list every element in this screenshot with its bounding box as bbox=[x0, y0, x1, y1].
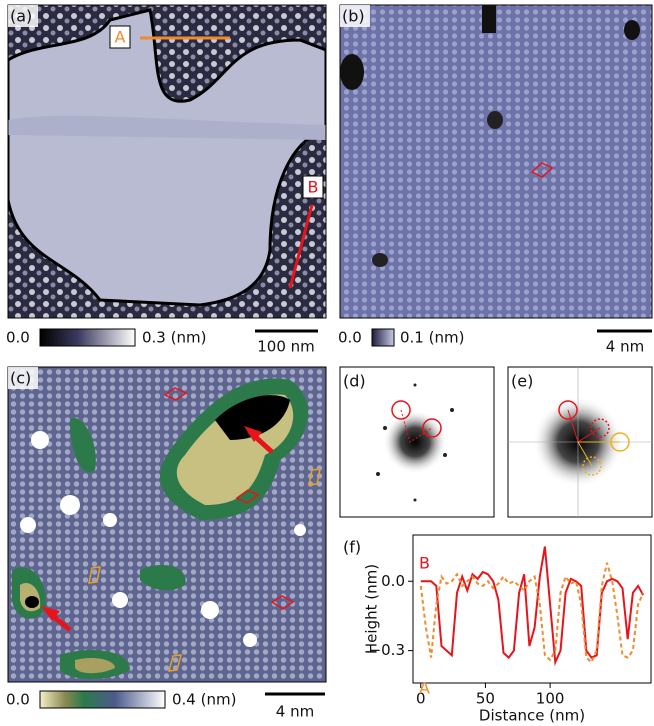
x-tick-label: 50 bbox=[476, 690, 495, 708]
image-c bbox=[8, 367, 326, 682]
x-axis-label: Distance (nm) bbox=[479, 707, 585, 725]
line-label: A bbox=[115, 28, 126, 47]
line-label: B bbox=[308, 178, 319, 197]
x-tick-label: 0 bbox=[416, 690, 426, 708]
series-line bbox=[420, 546, 645, 667]
colorbar-max: 0.4 (nm) bbox=[172, 691, 236, 709]
x-tick-label: 100 bbox=[536, 690, 565, 708]
colorbar-max: 0.1 (nm) bbox=[400, 329, 464, 347]
series-line bbox=[419, 562, 645, 664]
colorbar bbox=[371, 328, 395, 347]
colorbar-max: 0.3 (nm) bbox=[142, 329, 206, 347]
colorbar bbox=[39, 690, 166, 709]
colorbar-min: 0.0 bbox=[338, 329, 362, 347]
legend-label: B bbox=[419, 554, 430, 573]
scale-bar-label: 4 nm bbox=[276, 703, 314, 721]
legend-label: A bbox=[419, 679, 430, 698]
panel-label: (f) bbox=[343, 538, 361, 557]
y-tick-label: 0.0 bbox=[381, 572, 405, 590]
y-axis-label: Height (nm) bbox=[363, 564, 381, 654]
label-box bbox=[109, 25, 131, 49]
profile-line-b bbox=[288, 204, 314, 289]
colorbar-min: 0.0 bbox=[6, 329, 30, 347]
scale-bar-label: 100 nm bbox=[257, 338, 315, 356]
colorbar bbox=[39, 328, 136, 347]
plot-frame bbox=[412, 534, 652, 684]
colorbar-min: 0.0 bbox=[6, 691, 30, 709]
image-b bbox=[339, 4, 653, 319]
panel-label: (c) bbox=[10, 369, 31, 388]
label-box bbox=[302, 175, 324, 199]
panel-label: (a) bbox=[10, 7, 32, 26]
scale-bar-label: 4 nm bbox=[606, 338, 644, 356]
panel-label: (b) bbox=[342, 7, 365, 26]
panel-label: (d) bbox=[343, 372, 366, 391]
image-a bbox=[8, 5, 326, 318]
y-tick-label: −0.3 bbox=[369, 641, 405, 659]
panel-label: (e) bbox=[511, 372, 533, 391]
